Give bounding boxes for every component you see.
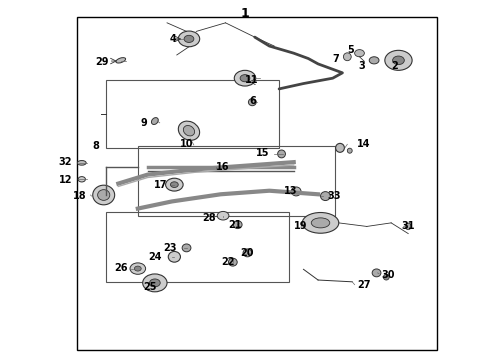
Text: 3: 3: [359, 61, 366, 71]
Ellipse shape: [78, 177, 85, 182]
Text: 23: 23: [163, 243, 177, 253]
Ellipse shape: [182, 244, 191, 252]
Circle shape: [166, 178, 183, 191]
Text: 26: 26: [115, 262, 128, 273]
Text: 19: 19: [294, 221, 307, 231]
Circle shape: [171, 182, 178, 188]
Ellipse shape: [405, 223, 411, 230]
Ellipse shape: [372, 269, 381, 277]
Text: 31: 31: [401, 221, 415, 231]
Text: 6: 6: [250, 96, 257, 107]
Text: 12: 12: [58, 175, 72, 185]
Text: 24: 24: [148, 252, 162, 262]
Text: 1: 1: [241, 8, 249, 21]
Ellipse shape: [383, 274, 389, 280]
Circle shape: [217, 211, 229, 220]
Ellipse shape: [243, 249, 252, 257]
Text: 10: 10: [180, 139, 193, 149]
Text: 28: 28: [202, 212, 216, 222]
Circle shape: [143, 274, 167, 292]
Ellipse shape: [302, 212, 339, 233]
Text: 7: 7: [333, 54, 340, 64]
Ellipse shape: [278, 150, 286, 158]
Ellipse shape: [228, 258, 237, 266]
Ellipse shape: [291, 187, 301, 196]
Text: 4: 4: [170, 34, 177, 44]
Ellipse shape: [168, 251, 180, 262]
Text: 14: 14: [357, 139, 370, 149]
Text: 2: 2: [391, 61, 398, 71]
Text: 20: 20: [241, 248, 254, 258]
Ellipse shape: [151, 118, 158, 125]
Circle shape: [130, 263, 146, 274]
Circle shape: [134, 266, 141, 271]
Text: 5: 5: [347, 45, 354, 55]
Ellipse shape: [93, 185, 115, 205]
Circle shape: [385, 50, 412, 70]
Circle shape: [240, 75, 250, 82]
Text: 22: 22: [221, 257, 235, 267]
Circle shape: [392, 56, 404, 64]
Text: 27: 27: [357, 280, 370, 291]
Text: 30: 30: [381, 270, 395, 280]
Text: 17: 17: [153, 180, 167, 190]
Text: 25: 25: [143, 282, 157, 292]
Circle shape: [234, 70, 256, 86]
Ellipse shape: [178, 121, 199, 140]
Ellipse shape: [343, 53, 351, 61]
Ellipse shape: [320, 192, 330, 201]
Ellipse shape: [347, 148, 352, 153]
Text: 18: 18: [73, 191, 87, 201]
Ellipse shape: [183, 126, 195, 136]
Text: 15: 15: [256, 148, 270, 158]
Text: 11: 11: [245, 75, 259, 85]
Ellipse shape: [311, 218, 330, 228]
Circle shape: [184, 35, 194, 42]
Ellipse shape: [98, 190, 110, 201]
Text: 21: 21: [228, 220, 242, 230]
Circle shape: [369, 57, 379, 64]
Circle shape: [178, 31, 200, 47]
Ellipse shape: [248, 99, 256, 106]
Text: 32: 32: [58, 157, 72, 167]
Text: 33: 33: [328, 191, 342, 201]
Text: 8: 8: [92, 141, 99, 151]
Ellipse shape: [116, 58, 125, 63]
Ellipse shape: [233, 221, 242, 229]
Text: 29: 29: [95, 57, 109, 67]
Text: 9: 9: [141, 118, 147, 128]
Text: 13: 13: [284, 186, 297, 196]
Circle shape: [355, 50, 365, 57]
Ellipse shape: [77, 161, 86, 165]
Text: 16: 16: [216, 162, 229, 172]
Circle shape: [149, 279, 160, 287]
Ellipse shape: [336, 143, 344, 152]
